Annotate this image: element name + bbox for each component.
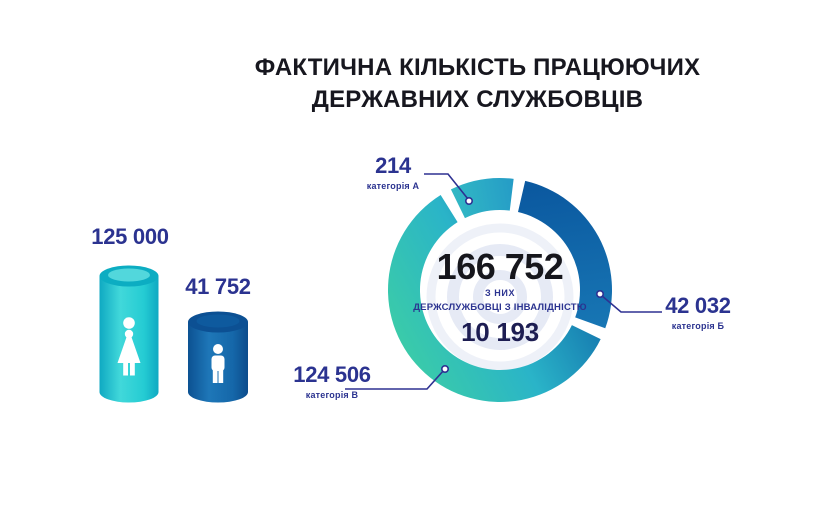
category-v-value: 124 506 — [293, 362, 371, 387]
female-cylinder — [99, 265, 159, 403]
male-count-label: 41 752 — [185, 274, 251, 299]
donut-note-line1: З НИХ — [484, 288, 516, 298]
donut-note-line2: ДЕРЖСЛУЖБОВЦІ З ІНВАЛІДНІСТЮ — [413, 302, 587, 313]
donut-subtotal: 10 193 — [461, 317, 539, 347]
category-a-value: 214 — [375, 153, 411, 178]
female-icon — [117, 317, 141, 376]
leader-dot-b — [595, 289, 604, 298]
callout-category-a: 214 категорія А — [343, 153, 443, 191]
page-title: ФАКТИЧНА КІЛЬКІСТЬ ПРАЦЮЮЧИХ ДЕРЖАВНИХ С… — [135, 52, 820, 116]
donut-segment-1 — [450, 177, 514, 219]
leader-line-a — [424, 173, 469, 200]
donut-leader-lines — [345, 173, 662, 390]
donut-watermark — [426, 223, 574, 371]
leader-line-b — [600, 294, 662, 313]
donut-segment-2 — [518, 180, 613, 329]
callout-category-b: 42 032 категорія Б — [648, 293, 748, 331]
donut-total: 166 752 — [436, 246, 564, 287]
male-cylinder — [188, 311, 249, 403]
page-title-line2: ДЕРЖАВНИХ СЛУЖБОВЦІВ — [311, 86, 644, 113]
leader-dot-a — [464, 197, 473, 206]
category-a-label: категорія А — [366, 181, 420, 191]
donut-segment-3 — [387, 195, 601, 403]
category-b-value: 42 032 — [665, 293, 731, 318]
category-b-label: категорія Б — [671, 321, 725, 331]
donut-ring — [387, 177, 613, 403]
leader-dot-v — [440, 364, 449, 373]
donut-chart — [345, 173, 662, 403]
category-v-label: категорія В — [305, 390, 359, 400]
page-title-line1: ФАКТИЧНА КІЛЬКІСТЬ ПРАЦЮЮЧИХ — [254, 54, 701, 81]
female-count-label: 125 000 — [91, 224, 169, 249]
donut-leader-dots — [440, 197, 604, 373]
leader-line-v — [345, 369, 445, 390]
callout-category-v: 124 506 категорія В — [282, 362, 382, 400]
male-icon — [211, 344, 225, 383]
